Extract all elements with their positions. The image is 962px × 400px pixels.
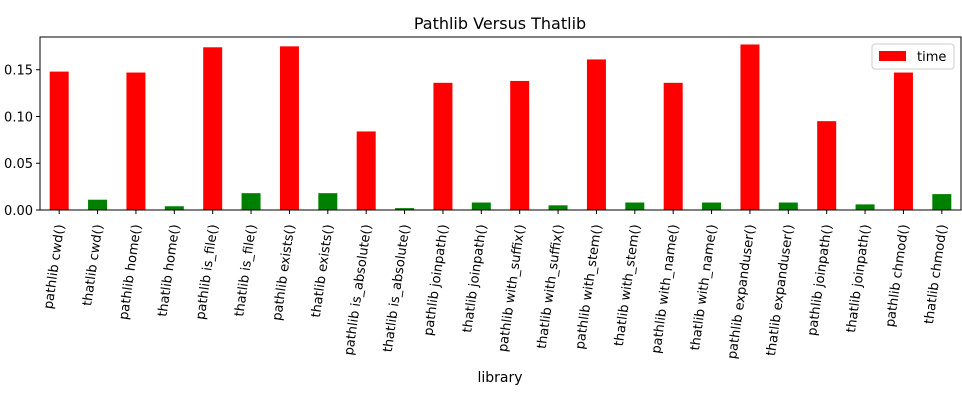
legend-box	[871, 43, 955, 70]
bar-2	[88, 199, 108, 210]
x-tick-label: pathlib with_stem()	[573, 223, 605, 350]
x-tick-label: thatlib with_suffix()	[535, 223, 567, 349]
x-tick-label: pathlib exists()	[270, 223, 298, 321]
bar-7	[279, 46, 299, 211]
bars-group	[49, 44, 952, 211]
bar-23	[893, 72, 913, 211]
bar-18	[702, 202, 722, 210]
bar-4	[164, 206, 184, 210]
bar-11	[433, 82, 453, 210]
x-tick-label: thatlib joinpath()	[460, 223, 490, 333]
x-tick-label: pathlib joinpath()	[421, 223, 451, 336]
x-tick-label: pathlib is_file()	[193, 223, 221, 320]
bar-22	[855, 204, 875, 210]
bar-5	[203, 47, 223, 211]
x-tick-label: thatlib home()	[155, 223, 183, 317]
y-tick-label: 0.00	[4, 204, 33, 219]
legend-swatch-time	[879, 51, 906, 61]
bar-10	[395, 208, 415, 210]
bar-17	[663, 82, 683, 210]
bar-9	[356, 131, 376, 210]
x-tick-label: thatlib chmod()	[922, 223, 951, 325]
x-tick-label: pathlib with_suffix()	[496, 223, 529, 353]
y-axis: 0.00 0.05 0.10 0.15	[4, 64, 40, 219]
chart-title: Pathlib Versus Thatlib	[414, 14, 586, 33]
bar-12	[471, 202, 491, 210]
bar-14	[548, 205, 568, 210]
bar-1	[49, 71, 69, 210]
x-tick-label: thatlib cwd()	[80, 223, 106, 306]
x-tick-label: pathlib cwd()	[41, 223, 68, 310]
x-tick-label: thatlib joinpath()	[844, 223, 874, 333]
bar-15	[586, 59, 606, 211]
x-tick-label: thatlib exists()	[309, 223, 337, 318]
y-tick-label: 0.15	[4, 64, 33, 79]
x-tick-label: pathlib is_absolute()	[342, 223, 375, 356]
bar-13	[510, 80, 530, 210]
y-tick-label: 0.10	[4, 110, 33, 125]
x-tick-label: pathlib home()	[117, 223, 145, 320]
bar-24	[932, 194, 952, 210]
bar-16	[625, 202, 645, 210]
x-tick-label: thatlib is_absolute()	[381, 223, 414, 353]
bar-21	[817, 121, 837, 210]
bar-6	[241, 193, 261, 210]
x-tick-label: pathlib expanduser()	[725, 223, 759, 360]
plot-frame	[39, 36, 962, 211]
legend-label-time: time	[917, 50, 946, 65]
bar-19	[740, 44, 760, 210]
x-tick-label: thatlib with_stem()	[612, 223, 644, 347]
x-tick-label: pathlib with_name()	[649, 223, 682, 354]
bar-8	[318, 193, 338, 210]
bar-3	[126, 72, 146, 211]
legend: time	[871, 43, 955, 70]
x-tick-label: pathlib chmod()	[883, 223, 912, 328]
x-axis-label: library	[477, 370, 522, 386]
x-tick-label: thatlib is_file()	[232, 223, 260, 317]
x-tick-label: thatlib expanduser()	[764, 223, 797, 356]
bar-20	[778, 202, 798, 210]
x-axis: pathlib cwd() thatlib cwd() pathlib home()…	[41, 210, 951, 360]
y-tick-label: 0.05	[4, 157, 33, 172]
x-tick-label: thatlib with_name()	[688, 223, 721, 351]
x-tick-label: pathlib joinpath()	[805, 223, 835, 336]
